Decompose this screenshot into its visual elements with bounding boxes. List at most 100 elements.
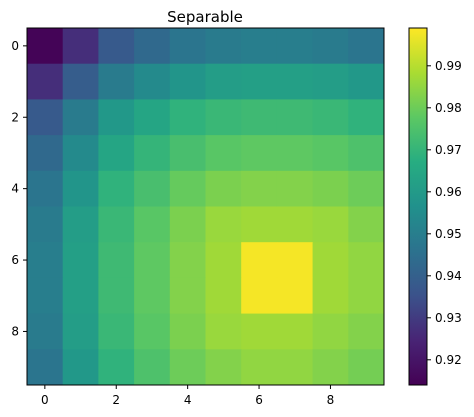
heatmap-cell: [276, 99, 313, 136]
heatmap-cell: [241, 170, 278, 207]
heatmap-cell: [276, 28, 313, 65]
heatmap-cell: [62, 28, 99, 65]
heatmap-cell: [169, 206, 206, 243]
heatmap-cell: [312, 277, 349, 314]
heatmap-cell: [241, 99, 278, 136]
colorbar-tick-label: 0.95: [435, 227, 462, 241]
heatmap-cell: [348, 99, 385, 136]
heatmap-cell: [27, 349, 64, 386]
colorbar-tick-label: 0.97: [435, 143, 462, 157]
colorbar-tick-label: 0.98: [435, 101, 462, 115]
heatmap-cell: [134, 63, 171, 100]
heatmap-cell: [62, 135, 99, 172]
y-tick-label: 2: [11, 110, 19, 124]
heatmap-cell: [312, 99, 349, 136]
heatmap-cell: [348, 242, 385, 279]
heatmap-cell: [312, 170, 349, 207]
heatmap-cell: [134, 206, 171, 243]
heatmap-cell: [27, 28, 64, 65]
heatmap-cell: [134, 349, 171, 386]
heatmap-cell: [205, 135, 242, 172]
heatmap-cell: [241, 206, 278, 243]
heatmap-cell: [169, 63, 206, 100]
heatmap-cell: [205, 63, 242, 100]
heatmap-cell: [27, 63, 64, 100]
heatmap-cell: [169, 242, 206, 279]
colorbar-tick-label: 0.93: [435, 311, 462, 325]
heatmap-cells: [27, 28, 385, 386]
heatmap-cell: [348, 206, 385, 243]
y-tick-label: 8: [11, 324, 19, 338]
heatmap-cell: [98, 63, 135, 100]
heatmap-cell: [205, 206, 242, 243]
heatmap-cell: [134, 135, 171, 172]
heatmap-cell: [62, 170, 99, 207]
heatmap-cell: [98, 277, 135, 314]
heatmap-cell: [276, 349, 313, 386]
colorbar-tick-label: 0.96: [435, 185, 462, 199]
heatmap-cell: [134, 28, 171, 65]
heatmap-cell: [27, 277, 64, 314]
heatmap-cell: [241, 349, 278, 386]
heatmap-cell: [348, 170, 385, 207]
heatmap-cell: [205, 277, 242, 314]
x-axis: 0 2 4 6 8: [41, 385, 334, 407]
heatmap-cell: [312, 206, 349, 243]
colorbar-tick-label: 0.94: [435, 269, 462, 283]
heatmap-cell: [169, 99, 206, 136]
heatmap-cell: [98, 170, 135, 207]
x-tick-label: 4: [184, 393, 192, 407]
heatmap-cell: [312, 242, 349, 279]
heatmap-cell: [241, 135, 278, 172]
y-tick-label: 4: [11, 182, 19, 196]
colorbar-axis: 0.92 0.93 0.94 0.95 0.96 0.97 0.98 0.99: [427, 59, 462, 367]
heatmap-cell: [134, 242, 171, 279]
heatmap-cell: [62, 349, 99, 386]
heatmap-cell: [312, 63, 349, 100]
heatmap-cell: [169, 170, 206, 207]
heatmap-cell: [276, 277, 313, 314]
heatmap-cell: [27, 135, 64, 172]
heatmap-cell: [241, 28, 278, 65]
heatmap-cell: [134, 99, 171, 136]
heatmap-cell: [98, 349, 135, 386]
heatmap-cell: [134, 277, 171, 314]
heatmap-cell: [276, 242, 313, 279]
heatmap-cell: [134, 313, 171, 350]
heatmap-cell: [98, 313, 135, 350]
heatmap-cell: [205, 28, 242, 65]
heatmap-cell: [62, 99, 99, 136]
heatmap-cell: [241, 313, 278, 350]
heatmap-cell: [98, 135, 135, 172]
heatmap-cell: [169, 28, 206, 65]
heatmap-cell: [62, 277, 99, 314]
heatmap-cell: [98, 206, 135, 243]
heatmap-cell: [62, 242, 99, 279]
heatmap-cell: [62, 206, 99, 243]
x-tick-label: 0: [41, 393, 49, 407]
colorbar-tick-label: 0.92: [435, 353, 462, 367]
x-tick-label: 6: [255, 393, 263, 407]
heatmap-cell: [348, 313, 385, 350]
heatmap-cell: [276, 135, 313, 172]
heatmap-cell: [312, 28, 349, 65]
heatmap-cell: [98, 99, 135, 136]
y-tick-label: 6: [11, 253, 19, 267]
heatmap-cell: [241, 63, 278, 100]
plot-frame: [26, 27, 385, 386]
heatmap-cell: [205, 242, 242, 279]
heatmap-cell: [241, 277, 278, 314]
colorbar: [408, 27, 428, 386]
heatmap-cell: [312, 313, 349, 350]
heatmap-cell: [205, 170, 242, 207]
heatmap-cell: [276, 313, 313, 350]
heatmap-cell: [348, 63, 385, 100]
colorbar-tick-label: 0.99: [435, 59, 462, 73]
heatmap-cell: [27, 242, 64, 279]
heatmap-cell: [276, 63, 313, 100]
heatmap-cell: [169, 349, 206, 386]
heatmap-cell: [205, 349, 242, 386]
heatmap-cell: [205, 99, 242, 136]
heatmap-cell: [348, 28, 385, 65]
